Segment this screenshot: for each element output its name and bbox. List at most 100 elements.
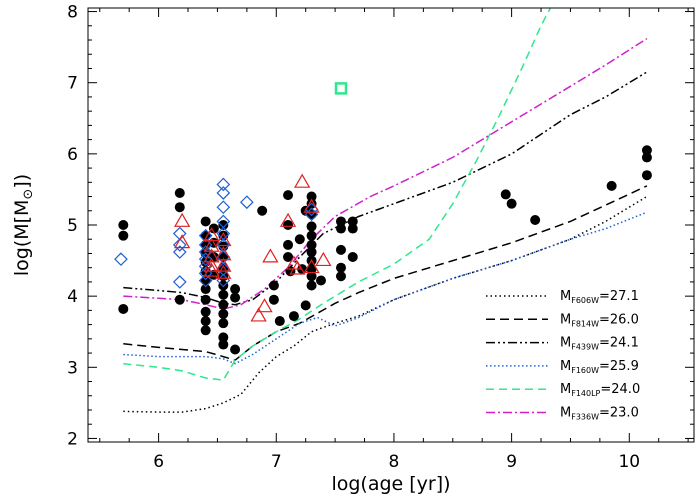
data-point-circle <box>315 275 326 286</box>
data-point-circle <box>200 294 211 305</box>
data-point-circle <box>274 316 285 327</box>
x-tick-label: 9 <box>506 452 517 472</box>
data-point-triangle <box>256 298 273 313</box>
y-tick-label: 4 <box>67 287 78 307</box>
data-point-triangle <box>215 231 232 247</box>
data-point-circle <box>174 294 185 305</box>
data-point-circle <box>335 223 346 234</box>
data-point-circle <box>283 190 294 201</box>
data-point-circle <box>500 189 511 200</box>
data-point-circle <box>641 170 652 181</box>
data-point-circle <box>306 247 317 258</box>
data-point-circle <box>306 230 317 241</box>
data-point-circle <box>283 239 294 250</box>
data-point-diamond <box>198 252 213 266</box>
data-point-circle <box>230 344 241 355</box>
legend-entry: MF160W=25.9 <box>560 359 639 375</box>
x-tick-label: 10 <box>618 452 640 472</box>
y-tick-label: 7 <box>67 74 78 94</box>
data-point-triangle <box>215 257 232 272</box>
data-point-circle <box>306 221 317 232</box>
x-tick-label: 8 <box>389 452 400 472</box>
data-point-diamond <box>240 195 254 210</box>
data-point-diamond <box>114 252 128 266</box>
data-point-circle <box>506 198 517 209</box>
data-point-diamond <box>198 273 213 288</box>
data-point-circle <box>118 230 129 241</box>
data-point-diamond <box>216 186 231 200</box>
data-point-circle <box>306 271 317 282</box>
data-point-triangle <box>262 248 279 263</box>
data-point-triangle <box>173 212 191 227</box>
data-point-diamond <box>198 245 213 259</box>
data-point-diamond <box>216 177 231 192</box>
data-point-circle <box>530 215 541 226</box>
data-point-circle <box>174 187 185 198</box>
data-point-circle <box>218 280 229 291</box>
data-point-circle <box>218 332 229 343</box>
y-tick-label: 8 <box>67 3 78 23</box>
data-point-circle <box>283 220 294 230</box>
model-curve-140 <box>123 8 552 381</box>
legend-entry: MF606W=27.1 <box>560 289 639 305</box>
y-tick-label: 2 <box>67 429 78 449</box>
data-point-circle <box>268 294 279 305</box>
data-point-triangle <box>203 237 220 252</box>
axis-ticks: 6 7 8 9 10 2 3 4 5 6 7 8 <box>67 3 694 472</box>
legend-entry: MF140LP=24.0 <box>560 382 640 398</box>
data-point-circle <box>230 284 241 295</box>
legend-entry: MF336W=23.0 <box>560 406 639 422</box>
data-point-triangle <box>293 173 311 188</box>
data-point-triangle <box>203 257 220 272</box>
data-point-circle <box>347 252 358 263</box>
data-point-circle <box>641 145 652 156</box>
legend: MF606W=27.1 MF814W=26.0 MF439W=24.1 MF160W=… <box>486 289 640 422</box>
data-point-circle <box>218 339 229 350</box>
x-tick-label: 6 <box>153 452 164 472</box>
data-point-circle <box>306 280 317 291</box>
legend-entry: MF439W=24.1 <box>560 336 639 352</box>
data-point-circle <box>294 234 305 245</box>
data-point-circle <box>218 318 229 329</box>
x-tick-label: 7 <box>271 452 282 472</box>
data-point-triangle <box>203 226 220 242</box>
data-point-circle <box>200 239 211 250</box>
y-axis-label-sun-symbol: ⊙ <box>21 189 36 200</box>
data-point-circle <box>306 191 317 202</box>
data-point-circle <box>218 289 229 300</box>
data-point-circle <box>306 239 317 250</box>
y-axis-label-suffix: ]) <box>11 174 33 189</box>
data-point-circle <box>118 303 129 314</box>
data-point-diamond <box>198 259 213 274</box>
data-point-circle <box>288 311 299 322</box>
data-point-circle <box>268 280 279 291</box>
data-point-diamond <box>198 228 213 243</box>
y-tick-label: 6 <box>67 145 78 165</box>
data-point-circle <box>335 216 346 227</box>
data-point-circle <box>306 264 317 275</box>
data-point-triangle <box>215 264 232 279</box>
data-point-circle <box>218 299 229 310</box>
data-point-circle <box>230 292 241 303</box>
data-point-triangle <box>250 307 267 322</box>
data-point-circle <box>174 202 185 213</box>
data-point-triangle <box>203 262 220 277</box>
data-point-circle <box>200 284 211 295</box>
data-point-circle <box>335 244 346 255</box>
x-axis-label: log(age [yr]) <box>331 473 450 495</box>
data-point-circle <box>200 216 211 227</box>
data-point-circle <box>200 316 211 327</box>
data-point-diamond <box>172 275 187 289</box>
plot-area <box>114 8 652 413</box>
data-point-triangle <box>315 251 332 267</box>
data-point-circle <box>306 209 317 220</box>
data-point-circle <box>257 205 268 216</box>
data-point-triangle <box>173 234 191 249</box>
data-point-diamond <box>172 238 187 252</box>
data-point-circle <box>283 252 294 263</box>
data-point-circle <box>606 180 617 191</box>
data-point-circle <box>200 306 211 317</box>
data-point-circle <box>347 223 358 234</box>
